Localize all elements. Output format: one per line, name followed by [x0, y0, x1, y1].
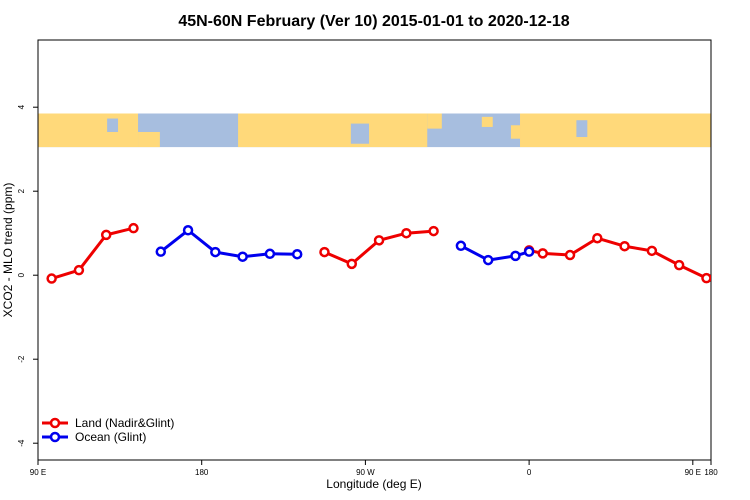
data-point-ocean — [182, 225, 194, 236]
data-point-land — [73, 264, 85, 276]
data-point-land — [373, 235, 385, 246]
legend-marker-ocean — [49, 431, 61, 443]
x-tick-label: 180 — [195, 468, 209, 477]
map-inlet-2 — [576, 120, 588, 138]
data-point-land — [401, 227, 412, 239]
data-point-land — [128, 222, 139, 234]
data-point-land — [701, 272, 711, 284]
data-point-land — [730, 266, 738, 274]
data-point-land — [673, 259, 685, 271]
legend-label-ocean: Ocean (Glint) — [75, 430, 146, 444]
data-point-ocean — [482, 254, 494, 266]
y-tick-label: -2 — [17, 355, 26, 363]
map-land-north-america — [238, 113, 428, 148]
y-tick-label: -4 — [17, 439, 26, 447]
data-point-land — [319, 246, 330, 258]
data-point-ocean — [264, 248, 276, 260]
data-point-ocean — [291, 248, 303, 260]
data-point-land — [46, 273, 57, 284]
data-point-land — [537, 248, 548, 259]
map-land-labrador — [427, 113, 442, 129]
data-point-land — [100, 229, 112, 241]
series-line-ocean — [159, 228, 298, 259]
map-land-kamchatka — [138, 131, 160, 148]
legend-label-land: Land (Nadir&Glint) — [75, 416, 174, 430]
data-point-land — [592, 232, 603, 244]
y-axis: -4 -2 0 2 4 — [17, 104, 38, 447]
y-tick-label: 4 — [17, 104, 26, 109]
series-line-land — [528, 236, 711, 280]
data-point-ocean — [510, 250, 521, 262]
data-point-ocean — [455, 240, 467, 252]
x-tick-label: 0 — [527, 468, 532, 477]
x-tick-label: 180 — [704, 468, 718, 477]
series-line-ocean — [460, 244, 530, 262]
x-tick-label: 90 E — [30, 468, 46, 477]
x-axis-label: Longitude (deg E) — [326, 477, 421, 491]
data-point-ocean — [210, 246, 221, 258]
x-axis: 90 E 180 90 W 0 90 E 180 — [30, 460, 718, 477]
data-point-land — [619, 240, 630, 252]
data-point-ocean — [155, 246, 167, 257]
legend: Land (Nadir&Glint) Ocean (Glint) — [42, 416, 174, 444]
map-land-asia — [38, 113, 139, 148]
data-point-ocean — [237, 251, 248, 262]
y-tick-label: 2 — [17, 188, 26, 193]
map-land-eurasia — [520, 113, 711, 148]
map-inlet-1 — [350, 123, 370, 144]
plot-frame — [37, 39, 712, 461]
x-tick-label: 90 E — [685, 468, 701, 477]
world-map-band — [38, 113, 711, 148]
data-point-land — [564, 249, 576, 261]
data-point-ocean — [523, 246, 535, 257]
data-point-land — [646, 245, 658, 257]
data-point-land — [346, 258, 358, 270]
y-tick-label: 0 — [17, 272, 26, 277]
map-land-iceland — [481, 116, 493, 127]
y-axis-label: XCO2 - MLO trend (ppm) — [1, 183, 15, 318]
series-layer — [46, 222, 738, 284]
legend-marker-land — [49, 417, 61, 429]
data-point-land — [428, 225, 439, 237]
x-tick-label: 90 W — [356, 468, 375, 477]
map-inlet-0 — [107, 118, 119, 132]
chart-title: 45N-60N February (Ver 10) 2015-01-01 to … — [178, 13, 569, 30]
series-line-land — [51, 226, 134, 280]
